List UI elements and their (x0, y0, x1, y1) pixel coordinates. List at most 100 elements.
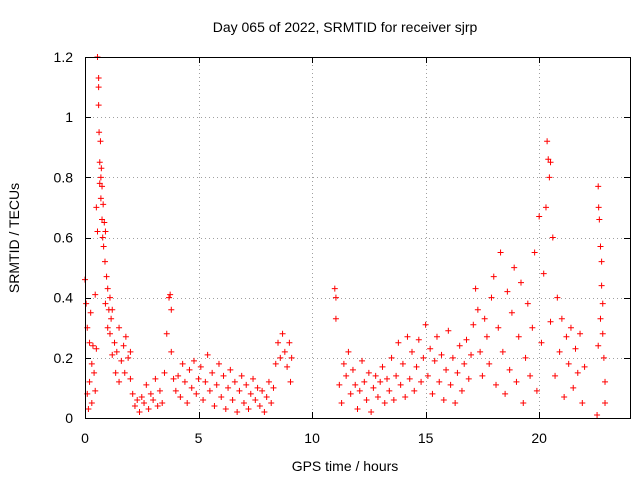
data-point (234, 408, 241, 415)
data-point (563, 333, 570, 340)
data-point (598, 282, 605, 289)
y-tick-label: 0.4 (54, 290, 74, 306)
data-point (490, 273, 497, 280)
data-point (456, 342, 463, 349)
data-point (547, 318, 554, 325)
data-point (168, 306, 175, 313)
data-point (193, 390, 200, 397)
data-point (92, 291, 99, 298)
data-point (96, 129, 103, 136)
data-point (181, 378, 188, 385)
data-point (188, 384, 195, 391)
data-point (452, 399, 459, 406)
data-point (332, 315, 339, 322)
data-point (229, 396, 236, 403)
data-point (127, 375, 134, 382)
data-point (565, 360, 572, 367)
data-point (100, 243, 107, 250)
data-point (256, 402, 263, 409)
data-point (204, 351, 211, 358)
y-tick-label: 0 (65, 410, 73, 426)
data-point (343, 372, 350, 379)
chart-title: Day 065 of 2022, SRMTID for receiver sjr… (213, 19, 478, 35)
y-tick-label: 0.6 (54, 230, 74, 246)
data-point (218, 393, 225, 400)
data-point (427, 345, 434, 352)
data-point (463, 336, 470, 343)
data-point (121, 369, 128, 376)
data-point (92, 387, 99, 394)
data-point (195, 375, 202, 382)
data-point (247, 390, 254, 397)
data-point (411, 387, 418, 394)
data-point (422, 321, 429, 328)
data-point (538, 339, 545, 346)
x-tick-label: 0 (81, 430, 89, 446)
data-point (481, 315, 488, 322)
data-point (113, 348, 120, 355)
data-point (386, 387, 393, 394)
data-point (104, 324, 111, 331)
data-point (227, 366, 234, 373)
y-tick-label: 0.8 (54, 169, 74, 185)
y-tick-label: 0.2 (54, 350, 74, 366)
data-points (82, 54, 609, 418)
data-point (508, 309, 515, 316)
y-tick-label: 1 (65, 109, 73, 125)
x-tick-label: 20 (531, 430, 547, 446)
data-point (436, 378, 443, 385)
data-point (122, 333, 129, 340)
data-point (438, 351, 445, 358)
data-point (109, 306, 116, 313)
data-point (338, 399, 345, 406)
data-point (595, 183, 602, 190)
data-point (577, 330, 584, 337)
data-point (554, 294, 561, 301)
data-point (395, 339, 402, 346)
data-point (454, 369, 461, 376)
data-point (406, 375, 413, 382)
data-point (600, 354, 607, 361)
data-point (370, 384, 377, 391)
data-point (447, 381, 454, 388)
data-point (540, 270, 547, 277)
data-point (220, 372, 227, 379)
data-point (270, 384, 277, 391)
data-point (377, 378, 384, 385)
data-point (409, 348, 415, 355)
data-point (245, 405, 252, 412)
data-point (96, 159, 103, 166)
data-point (388, 354, 395, 361)
data-point (597, 243, 604, 250)
data-point (524, 300, 531, 307)
data-point (91, 369, 98, 376)
data-point (449, 354, 456, 361)
data-point (222, 405, 229, 412)
data-point (374, 393, 381, 400)
data-point (549, 234, 556, 241)
data-point (179, 360, 186, 367)
x-axis-label: GPS time / hours (292, 458, 399, 474)
data-point (94, 228, 101, 235)
data-point (594, 411, 601, 418)
data-point (275, 339, 282, 346)
data-point (87, 309, 94, 316)
data-point (486, 360, 493, 367)
data-point (175, 372, 182, 379)
data-point (86, 339, 93, 346)
data-point (533, 387, 540, 394)
data-point (106, 330, 113, 337)
data-point (474, 306, 481, 313)
data-point (384, 375, 391, 382)
data-point (495, 324, 502, 331)
data-point (150, 396, 157, 403)
data-point (86, 378, 93, 385)
y-axis-label: SRMTID / TECUs (6, 183, 22, 293)
data-point (102, 300, 109, 307)
data-point (445, 327, 452, 334)
data-point (99, 216, 106, 223)
data-point (399, 360, 406, 367)
data-point (286, 339, 293, 346)
data-point (131, 402, 138, 409)
data-point (424, 372, 431, 379)
